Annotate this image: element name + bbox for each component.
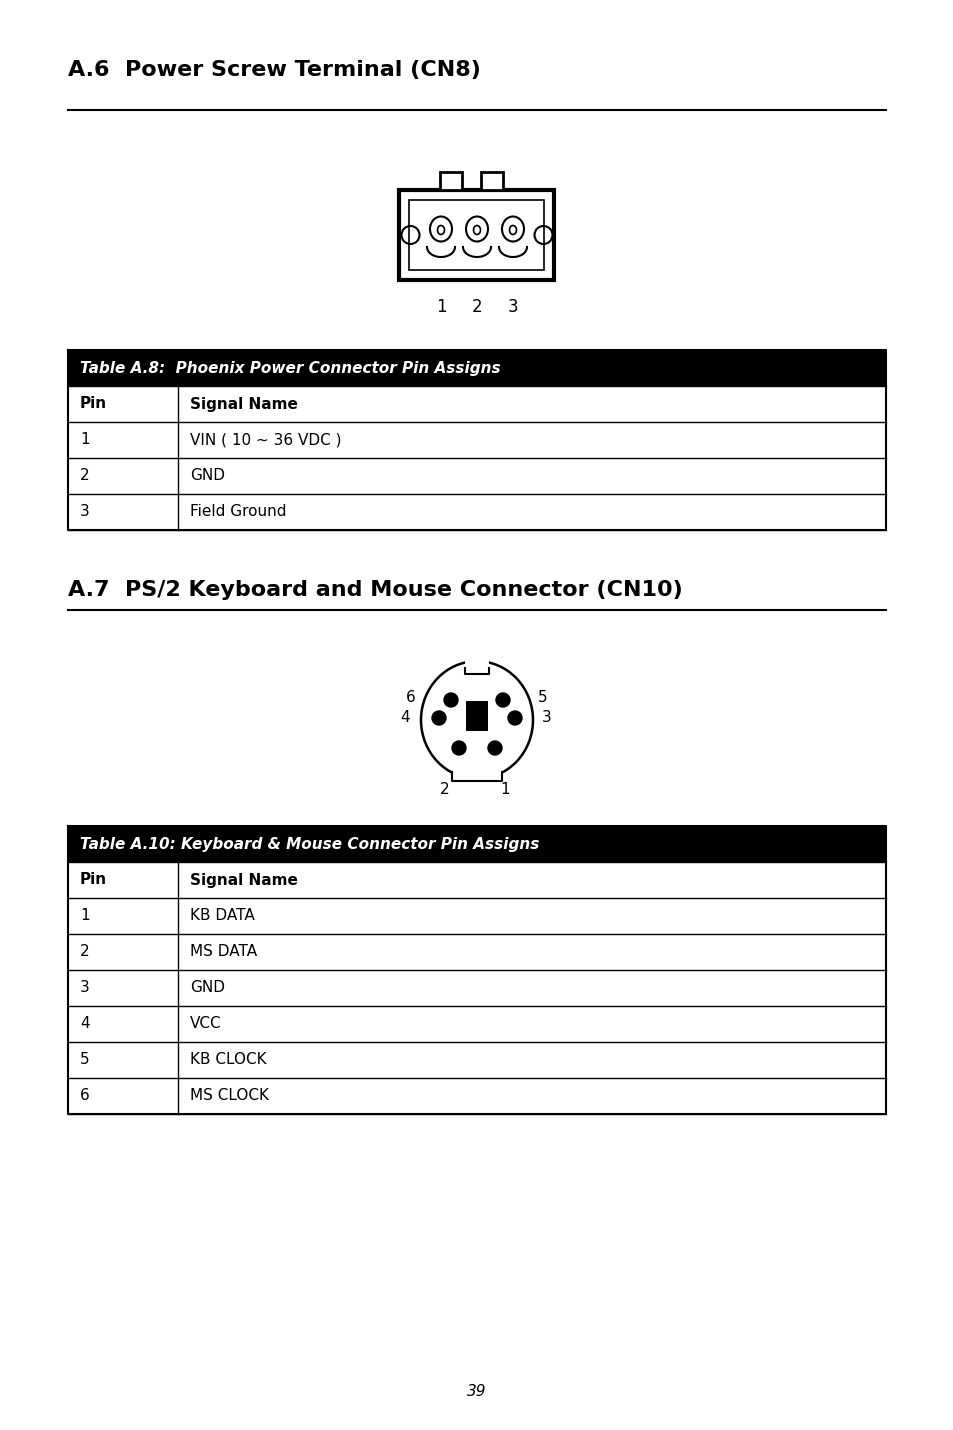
FancyBboxPatch shape	[68, 493, 885, 531]
Text: KB DATA: KB DATA	[190, 908, 254, 924]
Circle shape	[432, 711, 446, 725]
FancyBboxPatch shape	[68, 1078, 885, 1114]
Text: VIN ( 10 ~ 36 VDC ): VIN ( 10 ~ 36 VDC )	[190, 432, 341, 448]
FancyBboxPatch shape	[68, 1042, 885, 1078]
Text: VCC: VCC	[190, 1017, 221, 1031]
Text: Table A.8:  Phoenix Power Connector Pin Assigns: Table A.8: Phoenix Power Connector Pin A…	[80, 360, 500, 376]
Text: 2: 2	[471, 297, 482, 316]
FancyBboxPatch shape	[465, 701, 488, 731]
Text: 2: 2	[439, 782, 450, 798]
Polygon shape	[399, 190, 554, 280]
Text: 1: 1	[80, 908, 90, 924]
Text: 5: 5	[80, 1052, 90, 1068]
Polygon shape	[439, 172, 461, 190]
Text: Signal Name: Signal Name	[190, 396, 297, 412]
Text: Signal Name: Signal Name	[190, 872, 297, 888]
FancyBboxPatch shape	[68, 422, 885, 458]
Text: 1: 1	[436, 297, 446, 316]
Text: 6: 6	[80, 1088, 90, 1104]
Text: KB CLOCK: KB CLOCK	[190, 1052, 266, 1068]
Text: 6: 6	[406, 691, 416, 705]
Text: 4: 4	[80, 1017, 90, 1031]
FancyBboxPatch shape	[464, 655, 489, 672]
Polygon shape	[480, 172, 502, 190]
FancyBboxPatch shape	[68, 1005, 885, 1042]
FancyBboxPatch shape	[68, 386, 885, 422]
Text: 3: 3	[507, 297, 517, 316]
Text: Pin: Pin	[80, 872, 107, 888]
Circle shape	[452, 741, 465, 755]
Text: 3: 3	[541, 711, 551, 725]
Text: 3: 3	[80, 505, 90, 519]
Text: GND: GND	[190, 981, 225, 995]
Text: 1: 1	[499, 782, 509, 798]
FancyBboxPatch shape	[68, 898, 885, 934]
Text: GND: GND	[190, 469, 225, 483]
Circle shape	[443, 694, 457, 706]
FancyBboxPatch shape	[68, 350, 885, 386]
FancyBboxPatch shape	[68, 458, 885, 493]
Text: Pin: Pin	[80, 396, 107, 412]
Text: 2: 2	[80, 469, 90, 483]
Circle shape	[488, 741, 501, 755]
FancyBboxPatch shape	[452, 765, 501, 785]
Text: 1: 1	[80, 432, 90, 448]
Text: Field Ground: Field Ground	[190, 505, 286, 519]
Ellipse shape	[420, 661, 533, 779]
Text: MS CLOCK: MS CLOCK	[190, 1088, 269, 1104]
Text: 4: 4	[399, 711, 410, 725]
Circle shape	[507, 711, 521, 725]
Text: 3: 3	[80, 981, 90, 995]
Text: Table A.10: Keyboard & Mouse Connector Pin Assigns: Table A.10: Keyboard & Mouse Connector P…	[80, 837, 538, 851]
Circle shape	[496, 694, 510, 706]
FancyBboxPatch shape	[68, 934, 885, 970]
Text: 5: 5	[537, 691, 547, 705]
FancyBboxPatch shape	[68, 970, 885, 1005]
Text: MS DATA: MS DATA	[190, 944, 257, 960]
FancyBboxPatch shape	[68, 862, 885, 898]
Text: A.6  Power Screw Terminal (CN8): A.6 Power Screw Terminal (CN8)	[68, 60, 480, 80]
Text: A.7  PS/2 Keyboard and Mouse Connector (CN10): A.7 PS/2 Keyboard and Mouse Connector (C…	[68, 581, 682, 601]
FancyBboxPatch shape	[68, 827, 885, 862]
Text: 2: 2	[80, 944, 90, 960]
Text: 39: 39	[467, 1384, 486, 1400]
